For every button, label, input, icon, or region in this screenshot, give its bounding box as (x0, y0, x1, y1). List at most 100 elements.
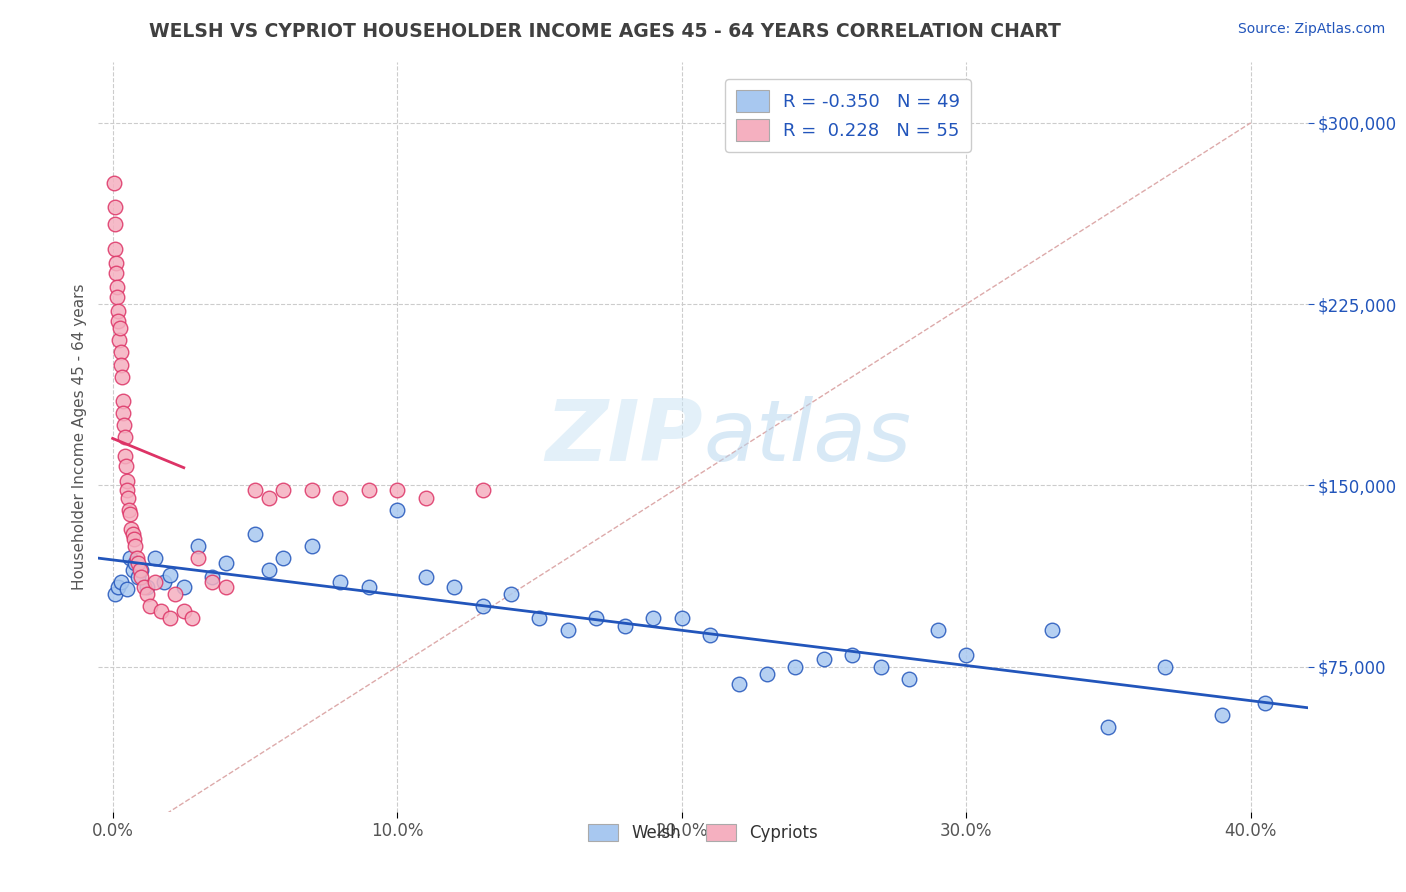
Point (329, 575, 352, 590)
Y-axis label: Householder Income Ages 45 - 64 years: Householder Income Ages 45 - 64 years (72, 284, 87, 591)
Point (869, 659, 891, 673)
Point (301, 539, 323, 553)
Point (699, 628, 721, 642)
Point (643, 611, 665, 625)
Point (129, 570, 152, 584)
Point (107, 580, 129, 594)
Point (105, 280, 128, 294)
Point (115, 582, 138, 597)
Point (138, 599, 160, 614)
Point (104, 242, 127, 256)
Point (613, 618, 636, 632)
Point (201, 575, 224, 590)
Point (1154, 659, 1177, 673)
Point (187, 550, 209, 565)
Point (181, 611, 204, 625)
Point (121, 526, 143, 541)
Point (122, 532, 145, 546)
Point (471, 599, 494, 614)
Point (471, 483, 494, 498)
Point (125, 550, 148, 565)
Point (357, 580, 380, 594)
Point (132, 580, 155, 594)
Point (159, 567, 181, 582)
Point (243, 483, 266, 498)
Point (111, 369, 134, 384)
Point (173, 580, 195, 594)
Legend: Welsh, Cypriots: Welsh, Cypriots (581, 817, 825, 848)
Point (107, 290, 129, 304)
Point (107, 314, 129, 328)
Text: WELSH VS CYPRIOT HOUSEHOLDER INCOME AGES 45 - 64 YEARS CORRELATION CHART: WELSH VS CYPRIOT HOUSEHOLDER INCOME AGES… (149, 22, 1060, 41)
Point (128, 563, 150, 577)
Text: ZIP: ZIP (546, 395, 703, 479)
Point (173, 604, 195, 618)
Point (159, 611, 181, 625)
Point (118, 550, 141, 565)
Point (1040, 624, 1063, 638)
Point (135, 587, 157, 601)
Point (104, 587, 127, 601)
Point (111, 393, 134, 408)
Point (118, 508, 141, 522)
Point (118, 502, 141, 516)
Point (121, 563, 143, 577)
Point (273, 550, 295, 565)
Point (107, 304, 129, 318)
Point (927, 624, 949, 638)
Point (117, 483, 139, 498)
Point (1097, 720, 1119, 734)
Point (1254, 696, 1277, 710)
Point (215, 580, 238, 594)
Point (785, 659, 807, 673)
Point (115, 474, 138, 488)
Point (115, 459, 138, 474)
Point (756, 667, 779, 681)
Point (112, 406, 135, 420)
Point (415, 491, 437, 505)
Point (153, 575, 176, 590)
Point (357, 483, 380, 498)
Point (124, 539, 146, 553)
Point (143, 550, 166, 565)
Point (898, 672, 921, 686)
Point (105, 256, 128, 270)
Point (557, 624, 579, 638)
Point (1211, 708, 1233, 723)
Point (105, 266, 128, 280)
Point (127, 570, 149, 584)
Point (257, 491, 280, 505)
Point (727, 676, 749, 690)
Point (135, 580, 157, 594)
Point (813, 652, 835, 666)
Point (124, 556, 146, 570)
Point (585, 611, 607, 625)
Point (129, 563, 152, 577)
Point (110, 358, 132, 372)
Point (201, 570, 224, 584)
Point (112, 417, 135, 432)
Point (671, 611, 693, 625)
Point (499, 587, 522, 601)
Point (150, 604, 173, 618)
Point (443, 580, 465, 594)
Point (273, 483, 295, 498)
Point (120, 522, 142, 536)
Text: Source: ZipAtlas.com: Source: ZipAtlas.com (1237, 22, 1385, 37)
Point (187, 539, 209, 553)
Point (955, 648, 977, 662)
Point (114, 450, 136, 464)
Point (385, 502, 408, 516)
Point (215, 556, 238, 570)
Point (104, 218, 127, 232)
Point (110, 575, 132, 590)
Point (415, 570, 437, 584)
Point (301, 483, 323, 498)
Point (108, 321, 131, 335)
Point (329, 491, 352, 505)
Point (117, 491, 139, 505)
Point (104, 201, 127, 215)
Point (110, 345, 132, 359)
Point (114, 430, 136, 444)
Point (103, 176, 125, 190)
